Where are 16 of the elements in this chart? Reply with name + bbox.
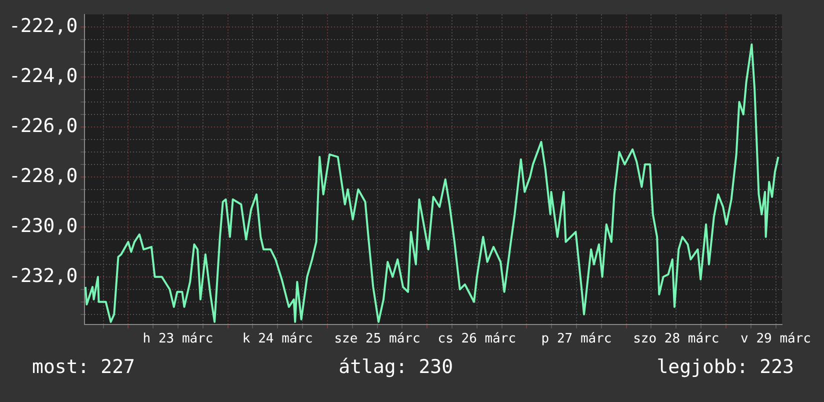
x-tick-label: szo 28 márc [633,332,720,347]
x-tick-label: h 23 márc [142,332,214,347]
x-tick-label: cs 26 márc [438,332,516,347]
x-tick-label: k 24 márc [242,332,313,347]
y-tick-label: -224,0 [8,64,78,87]
y-tick-label: -228,0 [8,164,78,187]
x-tick-label: p 27 márc [541,332,612,347]
x-tick-label: sze 25 márc [334,332,420,347]
text: legjobb: 223 [656,356,794,378]
y-tick-label: -226,0 [8,114,78,137]
text: átlag: 230 [338,356,454,378]
y-tick-label: -232,0 [8,264,78,287]
y-tick-label: -222,0 [8,14,78,37]
y-tick-label: -230,0 [8,214,78,237]
x-tick-label: v 29 márc [740,332,811,347]
text: most: 227 [32,356,135,378]
